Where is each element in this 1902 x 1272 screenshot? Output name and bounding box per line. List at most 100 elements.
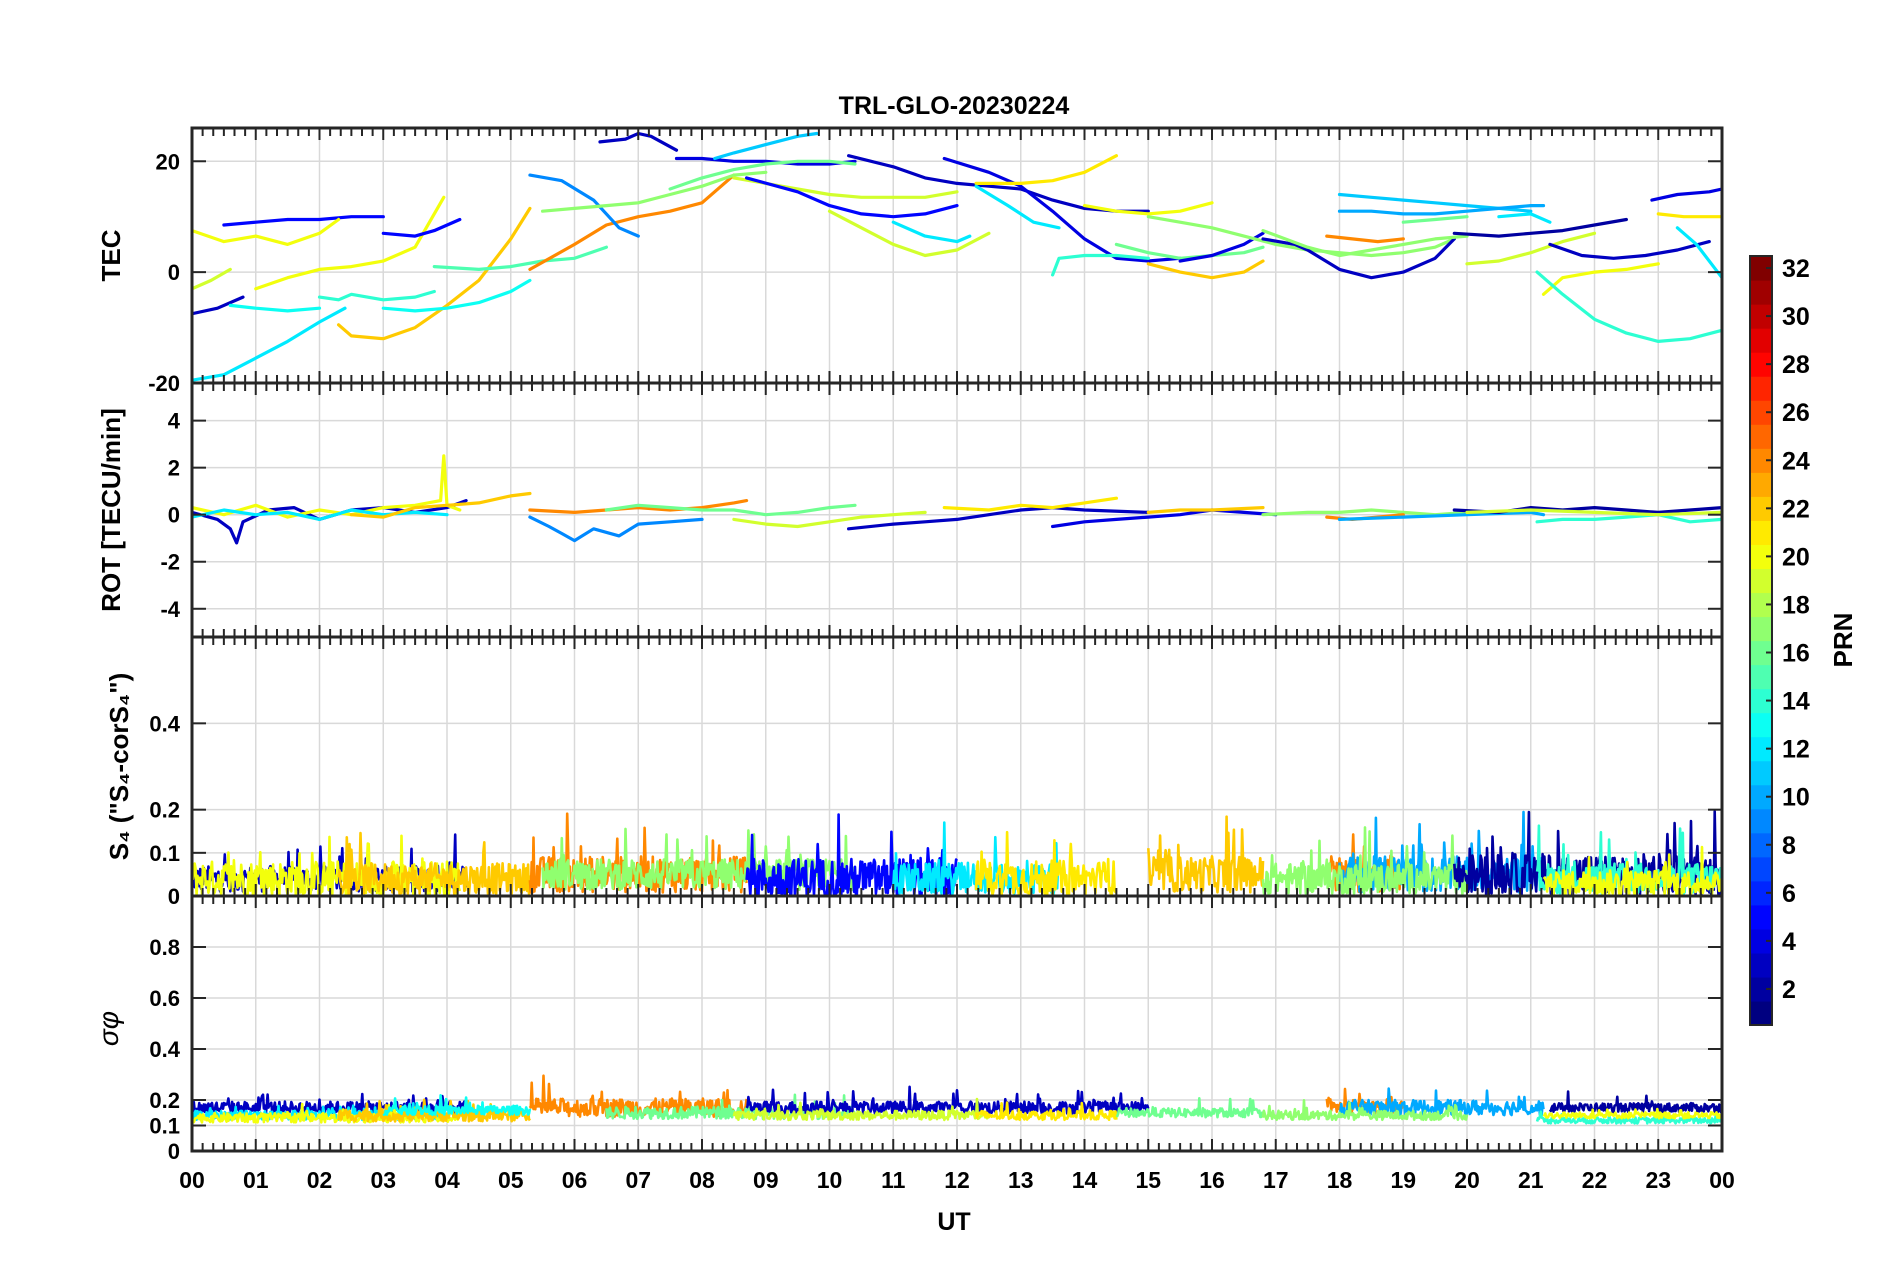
- rot-y-tick-label: 2: [168, 456, 180, 481]
- tec-series-prn-16: [668, 159, 857, 191]
- x-tick-label: 04: [434, 1167, 460, 1193]
- tec-series-prn-3: [1548, 240, 1711, 260]
- x-tick-label: 17: [1263, 1167, 1289, 1193]
- colorbar-segment: [1750, 616, 1772, 642]
- tec-series-prn-9: [528, 173, 640, 238]
- s4-band-prn-17: [541, 827, 857, 892]
- colorbar-segment: [1750, 424, 1772, 449]
- colorbar-segment: [1750, 304, 1772, 329]
- x-tick-label: 16: [1199, 1167, 1225, 1193]
- colorbar-label: PRN: [1828, 613, 1858, 668]
- tec-series-prn-13: [381, 278, 532, 313]
- tec-series-prn-2: [1452, 217, 1628, 238]
- tec-series-prn-17: [1261, 229, 1469, 258]
- tec-series-prn-12: [1675, 226, 1722, 280]
- tec-series-prn-21: [974, 154, 1118, 185]
- x-tick-label: 18: [1327, 1167, 1353, 1193]
- colorbar-segment: [1750, 784, 1772, 810]
- s4-panel: 0.4 0.2 0.1 0 S₄ ("S₄-corS₄"): [104, 635, 1724, 909]
- colorbar-segment: [1750, 640, 1772, 666]
- x-tick-label: 08: [689, 1167, 715, 1193]
- tec-series-prn-14: [1051, 253, 1150, 277]
- x-tick-label: 06: [562, 1167, 588, 1193]
- sigma_phi-y-tick-label: 0.1: [149, 1114, 180, 1139]
- tec-series-prn-13: [228, 303, 322, 313]
- colorbar-tick-label: 12: [1782, 736, 1810, 764]
- x-tick-label: 19: [1390, 1167, 1416, 1193]
- tec-series-prn-15: [432, 245, 608, 271]
- x-tick-label: 01: [243, 1167, 269, 1193]
- tec-series-prn-12: [1497, 212, 1552, 224]
- colorbar-segment: [1750, 832, 1772, 858]
- tec-series-prn-10: [1337, 204, 1546, 216]
- tec-y-tick-label: 0: [168, 260, 180, 285]
- tec-series-prn-20: [192, 217, 341, 246]
- colorbar-tick-label: 24: [1782, 447, 1810, 475]
- colorbar-segment: [1750, 520, 1772, 545]
- s4-y-tick-label: 0.1: [149, 841, 180, 866]
- sigma_phi-band-prn-14: [1535, 1110, 1722, 1125]
- sigma_phi-band-prn-2: [1548, 1090, 1722, 1114]
- sigma_phi-band-prn-20: [1542, 1107, 1722, 1120]
- x-tick-label: 02: [307, 1167, 333, 1193]
- x-tick-label: 00: [1709, 1167, 1735, 1193]
- rot-series-prn-22: [349, 491, 532, 519]
- colorbar-segment: [1750, 328, 1772, 353]
- x-tick-label: 23: [1645, 1167, 1671, 1193]
- x-tick-label: 11: [881, 1167, 906, 1193]
- sigma_phi-y-tick-label: 0: [168, 1139, 180, 1164]
- colorbar-tick-label: 26: [1782, 399, 1810, 427]
- sigma_phi-y-tick-label: 0.4: [149, 1037, 180, 1062]
- x-tick-label: 22: [1582, 1167, 1608, 1193]
- sigma_phi-y-tick-label: 0.6: [149, 986, 180, 1011]
- tec-series-prn-5: [381, 217, 462, 238]
- rot-series-prn-22: [1146, 506, 1265, 514]
- tec-series-prn-16: [1401, 215, 1469, 224]
- colorbar-segment: [1750, 856, 1772, 882]
- sigma_phi-band-prn-10: [1338, 1087, 1545, 1117]
- sigma_phi-band-prn-19: [732, 1097, 991, 1122]
- sigma_phi-band-prn-16: [1115, 1097, 1265, 1119]
- colorbar-segment: [1750, 376, 1772, 401]
- rot-y-tick-label: 4: [168, 409, 181, 434]
- tec-series-prn-19: [1465, 231, 1597, 266]
- colorbar-segment: [1750, 736, 1772, 762]
- s4-y-tick-label: 0.4: [149, 711, 180, 736]
- tec-panel: 20 0 -20 TEC: [96, 126, 1724, 396]
- colorbar-tick-label: 6: [1782, 880, 1796, 908]
- tec-series-prn-3: [1261, 237, 1456, 280]
- rot-series-prn-21: [942, 496, 1118, 512]
- colorbar-segment: [1750, 712, 1772, 738]
- tec-series-prn-20: [254, 195, 446, 291]
- colorbar-tick-label: 18: [1782, 591, 1810, 619]
- sigma-phi-panel: 0.8 0.6 0.4 0.20.10 σφ: [93, 894, 1724, 1164]
- colorbar-tick-label: 16: [1782, 640, 1810, 668]
- s4-band-prn-22: [337, 831, 532, 896]
- tec-series-prn-12: [974, 184, 1061, 230]
- tec-series-prn-4: [674, 156, 857, 166]
- x-tick-label: 03: [370, 1167, 396, 1193]
- rot-series-prn-12: [192, 508, 449, 521]
- colorbar-segment: [1750, 1000, 1772, 1026]
- tec-series-prn-14: [1535, 270, 1722, 343]
- s4-band-prn-17: [1261, 826, 1469, 896]
- rot-series-prn-3: [847, 506, 1150, 531]
- colorbar-segment: [1750, 400, 1772, 425]
- rot-series-prn-24: [528, 499, 749, 514]
- tec-y-axis-label: TEC: [96, 229, 126, 281]
- x-tick-label: 12: [944, 1167, 970, 1193]
- colorbar-segment: [1750, 688, 1772, 714]
- x-tick-label: 10: [817, 1167, 843, 1193]
- colorbar-tick-label: 20: [1782, 543, 1810, 571]
- tec-y-tick-label: 20: [156, 149, 180, 174]
- sigma_phi-y-tick-label: 0.2: [149, 1088, 180, 1113]
- rot-y-tick-label: 0: [168, 503, 180, 528]
- x-axis-label: UT: [937, 1208, 970, 1236]
- colorbar-segment: [1750, 808, 1772, 834]
- rot-data: [192, 454, 1722, 545]
- colorbar-segment: [1750, 256, 1772, 281]
- rot-series-prn-9: [528, 515, 704, 543]
- colorbar-segment: [1750, 568, 1772, 594]
- sigma_phi-band-prn-17: [1261, 1099, 1469, 1122]
